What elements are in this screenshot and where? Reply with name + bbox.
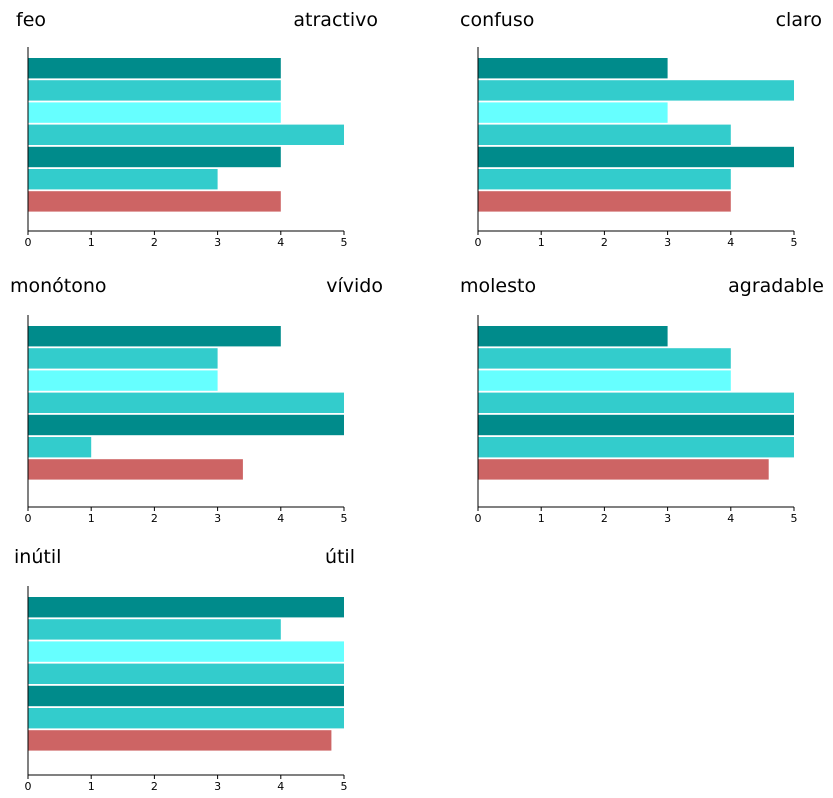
bar-1: [28, 58, 281, 79]
x-tick-label: 5: [791, 512, 798, 525]
left-pole-label: confuso: [460, 9, 534, 31]
left-pole-label: monótono: [10, 275, 107, 297]
x-tick-label: 4: [277, 236, 284, 249]
x-tick-label: 4: [277, 780, 284, 793]
left-pole-label: feo: [16, 9, 46, 31]
bar-4: [28, 663, 344, 684]
x-tick-label: 2: [601, 512, 608, 525]
chart-panel-2: confuso claro 0 1 2 3 4 5: [460, 9, 822, 249]
x-tick-label: 1: [538, 236, 545, 249]
x-tick-label: 0: [475, 512, 482, 525]
bar-1: [478, 58, 668, 79]
x-tick-label: 2: [151, 236, 158, 249]
bar-6: [28, 437, 92, 458]
x-tick-label: 5: [341, 780, 348, 793]
x-tick-label: 3: [214, 236, 221, 249]
bar-2: [28, 619, 281, 640]
bar-6: [478, 437, 794, 458]
bar-6: [28, 169, 218, 190]
x-tick-label: 3: [664, 236, 671, 249]
bar-2: [28, 348, 218, 369]
left-pole-label: molesto: [460, 275, 536, 297]
bar-3: [28, 641, 344, 662]
right-pole-label: agradable: [728, 275, 824, 297]
bar-7: [478, 459, 769, 480]
bar-5: [28, 414, 344, 436]
bar-7: [478, 191, 731, 212]
x-tick-label: 4: [727, 236, 734, 249]
x-tick-label: 3: [214, 780, 221, 793]
bar-4: [28, 392, 344, 413]
right-pole-label: claro: [776, 9, 822, 31]
bar-7: [28, 191, 281, 212]
x-tick-label: 1: [88, 512, 95, 525]
x-tick-label: 0: [25, 780, 32, 793]
bar-5: [28, 146, 281, 168]
bar-1: [28, 326, 281, 347]
x-tick-label: 3: [214, 512, 221, 525]
bar-3: [28, 102, 281, 123]
bar-2: [478, 80, 794, 101]
bar-5: [478, 414, 794, 436]
bar-3: [478, 102, 668, 123]
bar-2: [28, 80, 281, 101]
bar-5: [478, 146, 794, 168]
x-tick-label: 5: [341, 512, 348, 525]
right-pole-label: útil: [325, 546, 355, 568]
bar-6: [28, 708, 344, 729]
bar-1: [478, 326, 668, 347]
x-tick-label: 1: [88, 236, 95, 249]
x-tick-label: 2: [601, 236, 608, 249]
x-tick-label: 5: [791, 236, 798, 249]
bar-3: [478, 370, 731, 391]
x-tick-label: 0: [25, 512, 32, 525]
bar-7: [28, 459, 243, 480]
x-tick-label: 4: [277, 512, 284, 525]
x-tick-label: 0: [25, 236, 32, 249]
chart-panel-4: molesto agradable 0 1 2 3 4 5: [460, 275, 824, 525]
bar-2: [478, 348, 731, 369]
x-tick-label: 2: [151, 780, 158, 793]
chart-panel-3: monótono vívido 0 1 2 3 4 5: [10, 275, 383, 525]
right-pole-label: atractivo: [293, 9, 378, 31]
x-tick-label: 0: [475, 236, 482, 249]
bar-4: [478, 124, 731, 145]
bar-4: [478, 392, 794, 413]
bar-7: [28, 730, 332, 751]
bar-4: [28, 124, 344, 145]
x-tick-label: 3: [664, 512, 671, 525]
bar-5: [28, 685, 344, 707]
x-tick-label: 2: [151, 512, 158, 525]
bar-6: [478, 169, 731, 190]
chart-panel-5: inútil útil 0 1 2 3 4 5: [14, 546, 355, 793]
right-pole-label: vívido: [326, 275, 383, 297]
chart-panel-1: feo atractivo 0 1 2 3 4 5: [16, 9, 378, 249]
left-pole-label: inútil: [14, 546, 61, 568]
bar-3: [28, 370, 218, 391]
x-tick-label: 5: [341, 236, 348, 249]
x-tick-label: 1: [538, 512, 545, 525]
x-tick-label: 1: [88, 780, 95, 793]
x-tick-label: 4: [727, 512, 734, 525]
bar-1: [28, 597, 344, 618]
